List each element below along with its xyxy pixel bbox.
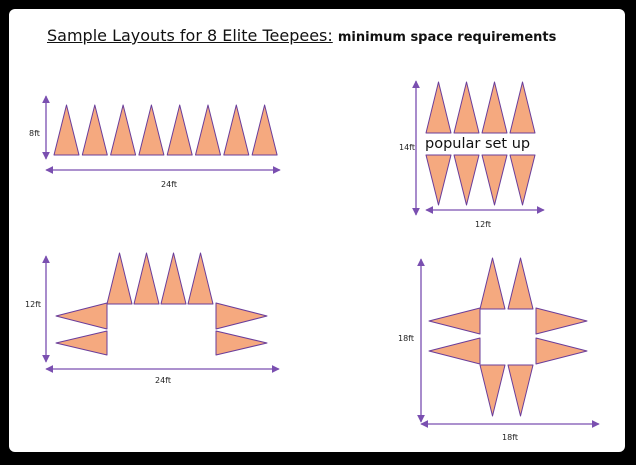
page-title: Sample Layouts for 8 Elite Teepees: mini…: [47, 26, 556, 45]
teepee: [133, 252, 160, 305]
layout-cross-width-label: 18ft: [502, 433, 518, 442]
teepee: [535, 307, 588, 335]
teepee: [106, 252, 133, 305]
teepee: [425, 154, 452, 206]
teepee: [481, 154, 508, 206]
teepee: [195, 104, 221, 156]
teepee: [81, 104, 108, 156]
layouts-drawing: 8ft 24ft 14ft 12ft popular set up 12ft 2…: [25, 80, 600, 442]
title-main: Sample Layouts for 8 Elite Teepees:: [47, 26, 333, 45]
teepee: [425, 81, 452, 134]
layout-cross: [417, 257, 600, 428]
teepee: [166, 104, 193, 156]
layout-double-row-height-label: 14ft: [399, 143, 415, 152]
teepee: [507, 364, 534, 417]
teepee: [428, 307, 481, 335]
teepee: [215, 302, 268, 330]
teepee: [138, 104, 165, 156]
teepee: [453, 154, 480, 206]
teepee: [481, 81, 508, 134]
teepee: [215, 330, 268, 356]
layout-cross-height-label: 18ft: [398, 334, 414, 343]
teepee: [535, 337, 588, 365]
teepee: [479, 257, 506, 310]
teepee: [479, 364, 506, 417]
teepee: [251, 104, 278, 156]
teepee: [507, 257, 534, 310]
teepee: [160, 252, 187, 305]
layout-row-height-label: 8ft: [29, 129, 40, 138]
teepee: [509, 81, 536, 134]
teepee: [55, 330, 108, 356]
layout-u-shape-width-label: 24ft: [155, 376, 171, 385]
layout-row: [42, 95, 281, 174]
teepee: [428, 337, 481, 365]
layout-row-width-label: 24ft: [161, 180, 177, 189]
teepee: [53, 104, 80, 156]
teepee: [187, 252, 214, 305]
layout-double-row: [412, 80, 545, 216]
popular-set-up-label: popular set up: [425, 136, 530, 152]
teepee: [110, 104, 137, 156]
layout-u-shape: [42, 252, 280, 373]
teepee: [509, 154, 536, 206]
teepee: [453, 81, 480, 134]
layout-u-shape-height-label: 12ft: [25, 300, 41, 309]
teepee: [55, 302, 108, 330]
title-subtitle: minimum space requirements: [337, 30, 557, 45]
diagram-panel: Sample Layouts for 8 Elite Teepees: mini…: [9, 9, 625, 452]
layout-double-row-width-label: 12ft: [475, 220, 491, 229]
teepee: [223, 104, 250, 156]
